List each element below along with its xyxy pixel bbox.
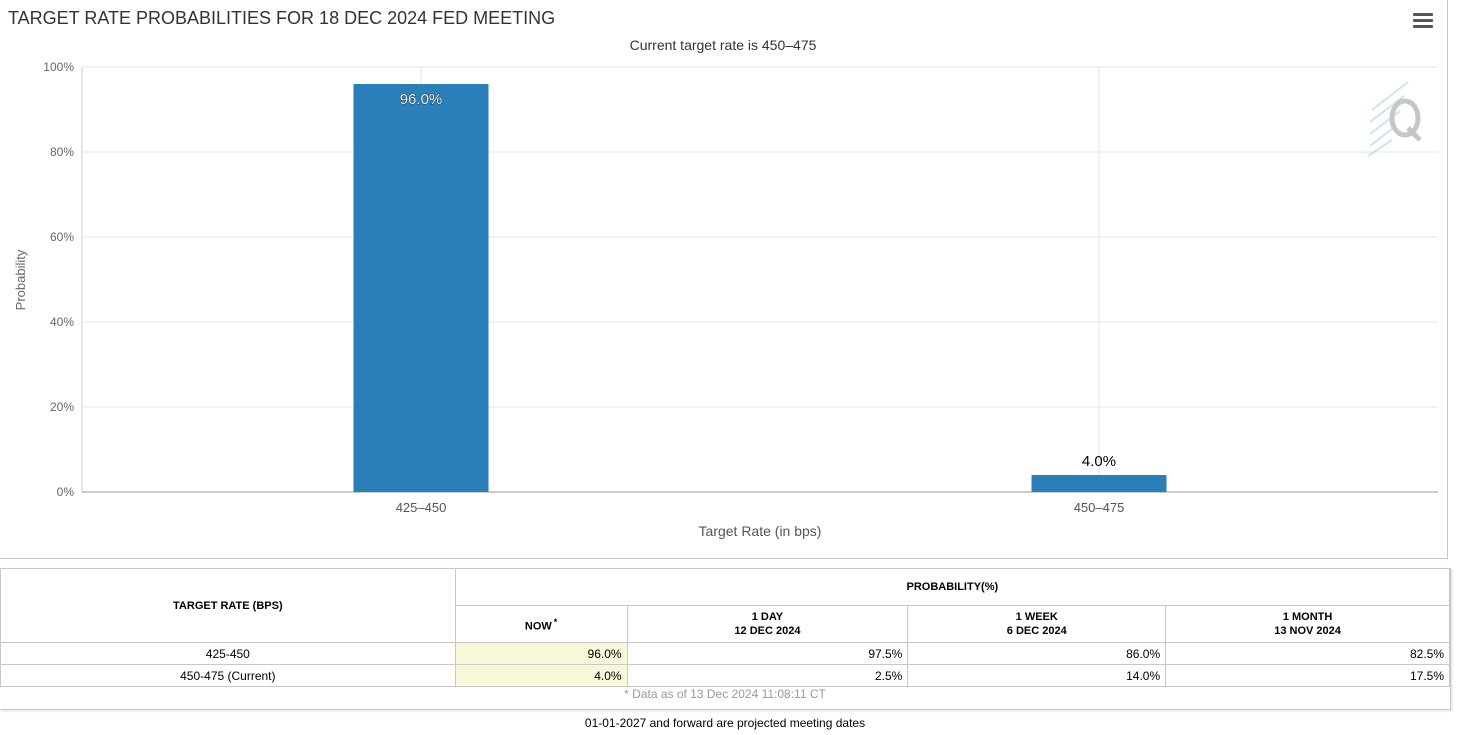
x-axis-title: Target Rate (in bps) xyxy=(699,523,822,539)
y-tick-label: 100% xyxy=(43,60,74,74)
x-axis-ticks: 425–450 450–475 xyxy=(396,500,1125,515)
data-as-of-note: * Data as of 13 Dec 2024 11:08:11 CT xyxy=(624,687,826,701)
y-axis-title: Probability xyxy=(13,249,28,310)
bar-chart: TARGET RATE PROBABILITIES FOR 18 DEC 202… xyxy=(8,8,1438,539)
data-labels: 96.0% 4.0% xyxy=(399,91,1116,470)
cell-1-day: 2.5% xyxy=(626,664,909,687)
x-tick-label: 425–450 xyxy=(396,500,447,515)
y-axis-ticks: 0% 20% 40% 60% 80% 100% xyxy=(43,60,74,499)
data-label: 96.0% xyxy=(400,91,443,108)
y-tick-label: 60% xyxy=(50,230,74,244)
probability-table-panel: TARGET RATE (BPS) PROBABILITY(%) NOW * 1 … xyxy=(0,568,1451,710)
projected-dates-footnote: 01-01-2027 and forward are projected mee… xyxy=(584,716,866,730)
cell-1-day: 97.5% xyxy=(626,642,909,665)
row-label: 450-475 (Current) xyxy=(0,664,456,687)
quikstrike-q-logo xyxy=(1367,81,1422,157)
bar[interactable] xyxy=(1031,475,1167,492)
y-tick-label: 80% xyxy=(50,145,74,159)
row-label: 425-450 xyxy=(0,642,456,665)
y-tick-label: 20% xyxy=(50,400,74,414)
cell-1-month: 82.5% xyxy=(1165,642,1450,665)
bars xyxy=(353,84,1167,492)
chart-title: TARGET RATE PROBABILITIES FOR 18 DEC 202… xyxy=(8,8,555,28)
chart-panel: TARGET RATE PROBABILITIES FOR 18 DEC 202… xyxy=(0,0,1448,559)
cell-now: 96.0% xyxy=(454,642,628,665)
data-label: 4.0% xyxy=(1082,453,1116,470)
y-tick-label: 0% xyxy=(57,485,75,499)
table-row: 425-450 96.0% 97.5% 86.0% 82.5% xyxy=(0,642,1450,665)
column-header-1-day: 1 DAY 12 DEC 2024 xyxy=(626,605,909,643)
target-rate-header: TARGET RATE (BPS) xyxy=(0,568,456,643)
chart-subtitle: Current target rate is 450–475 xyxy=(630,37,817,53)
gridlines xyxy=(81,66,1438,493)
cell-1-month: 17.5% xyxy=(1165,664,1450,687)
cell-now: 4.0% xyxy=(454,664,628,687)
cell-1-week: 14.0% xyxy=(907,664,1167,687)
bar[interactable] xyxy=(353,84,489,492)
column-header-1-week: 1 WEEK 6 DEC 2024 xyxy=(907,605,1167,643)
cell-1-week: 86.0% xyxy=(907,642,1167,665)
table-row: 450-475 (Current) 4.0% 2.5% 14.0% 17.5% xyxy=(0,664,1450,687)
probability-header: PROBABILITY(%) xyxy=(454,568,1451,606)
hamburger-menu-icon[interactable] xyxy=(1410,10,1436,32)
probability-table: TARGET RATE (BPS) PROBABILITY(%) NOW * 1 … xyxy=(0,568,1451,687)
column-header-now: NOW * xyxy=(454,605,628,643)
y-tick-label: 40% xyxy=(50,315,74,329)
x-tick-label: 450–475 xyxy=(1074,500,1125,515)
column-header-1-month: 1 MONTH 13 NOV 2024 xyxy=(1165,605,1450,643)
